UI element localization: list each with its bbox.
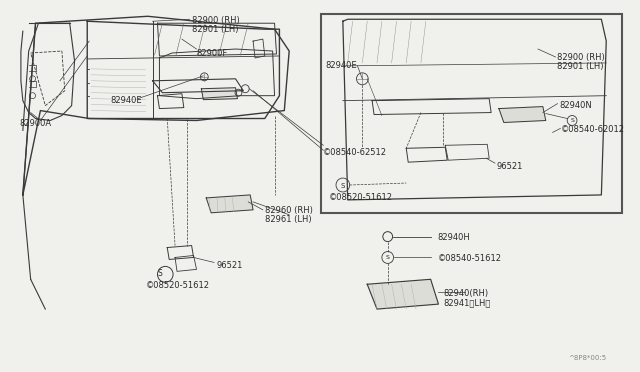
Text: 82961 (LH): 82961 (LH)	[265, 215, 312, 224]
Text: 82940(RH): 82940(RH)	[444, 289, 488, 298]
Text: 82900 (RH): 82900 (RH)	[191, 16, 239, 25]
Text: 82901 (LH): 82901 (LH)	[557, 62, 604, 71]
Text: ©08520-51612: ©08520-51612	[146, 281, 210, 290]
Text: S: S	[386, 255, 390, 260]
Text: 82940H: 82940H	[438, 232, 470, 242]
Text: 82940E: 82940E	[325, 61, 357, 70]
Polygon shape	[202, 88, 237, 100]
Polygon shape	[499, 107, 546, 122]
Text: ©08540-62012: ©08540-62012	[561, 125, 625, 134]
Text: ^8P8*00:5: ^8P8*00:5	[568, 355, 606, 361]
Text: S: S	[570, 118, 574, 123]
Polygon shape	[367, 279, 438, 309]
Text: 82901 (LH): 82901 (LH)	[191, 25, 238, 34]
Text: ©08520-51612: ©08520-51612	[329, 193, 393, 202]
Text: 82900A: 82900A	[19, 119, 51, 128]
Text: 82941〈LH〉: 82941〈LH〉	[444, 298, 491, 307]
Text: 96521: 96521	[216, 262, 243, 270]
Polygon shape	[206, 195, 253, 213]
Text: ©08540-51612: ©08540-51612	[438, 254, 502, 263]
Text: 82940N: 82940N	[559, 101, 592, 110]
Text: 82960 (RH): 82960 (RH)	[265, 206, 313, 215]
Text: 82940E: 82940E	[111, 96, 142, 105]
Text: S: S	[157, 269, 162, 278]
Text: 82900 (RH): 82900 (RH)	[557, 53, 605, 62]
Text: 82900F: 82900F	[196, 49, 228, 58]
Bar	[321, 14, 622, 213]
Text: ©08540-62512: ©08540-62512	[323, 148, 387, 157]
Text: 96521: 96521	[497, 162, 524, 171]
Text: S: S	[340, 183, 345, 189]
